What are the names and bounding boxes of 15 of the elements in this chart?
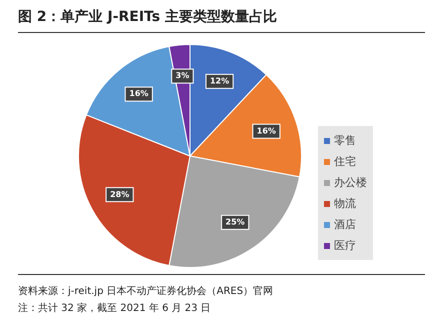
text: 注：共计 32 家，截至 2021 年 6 月 23 日 — [18, 302, 212, 316]
data-label: 28% — [110, 190, 130, 199]
legend-label: 办公楼 — [333, 175, 367, 191]
data-label: 3% — [176, 71, 190, 80]
legend-label: 酒店 — [333, 217, 357, 233]
data-label: 25% — [226, 217, 245, 226]
data-label: 12% — [210, 76, 230, 86]
legend-label: 零售 — [333, 133, 357, 149]
text: 资料来源：j-reit.jp 日本不动产证券化协会（ARES）官网 — [18, 284, 274, 299]
chart-title: 图 2：单产业 J-REITs 主要类型数量占比 — [18, 8, 277, 26]
data-label: 16% — [256, 126, 276, 136]
data-label: 16% — [129, 89, 148, 98]
legend-label: 物流 — [333, 196, 357, 212]
legend-label: 住宅 — [333, 154, 357, 170]
legend-label: 医疗 — [333, 238, 357, 254]
